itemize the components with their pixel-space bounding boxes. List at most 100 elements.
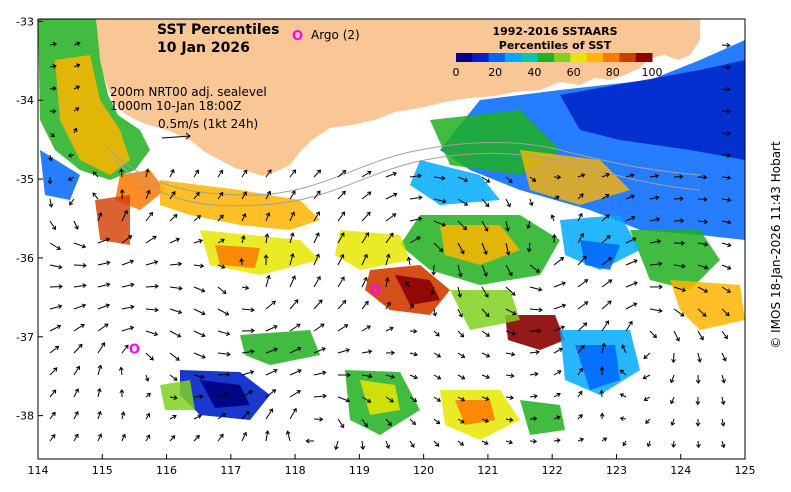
current-arrow-head <box>578 414 583 419</box>
current-arrow <box>409 175 422 178</box>
current-arrow <box>49 198 52 207</box>
current-arrow <box>217 373 230 376</box>
current-arrow <box>553 195 560 200</box>
current-arrow <box>145 235 157 244</box>
current-arrow <box>217 352 230 356</box>
current-arrow-head <box>273 325 278 330</box>
current-arrow-head <box>341 190 346 195</box>
current-arrow <box>409 440 415 448</box>
current-arrow <box>73 344 83 354</box>
current-arrow <box>697 242 708 246</box>
colorbar-swatch <box>603 53 620 62</box>
current-arrow <box>649 263 662 266</box>
current-arrow-head <box>418 216 423 222</box>
current-arrow-head <box>101 342 106 347</box>
current-arrow-head <box>551 233 557 239</box>
current-arrow <box>49 434 56 442</box>
current-arrow-head <box>578 212 583 218</box>
current-arrow-head <box>721 379 726 384</box>
current-arrow <box>457 176 468 182</box>
current-arrow-head <box>52 108 57 114</box>
current-arrow <box>169 169 175 178</box>
current-arrow <box>577 174 585 178</box>
colorbar-swatch <box>635 53 653 62</box>
current-arrow <box>529 395 538 398</box>
current-arrow <box>649 218 660 222</box>
current-arrow-head <box>271 389 277 394</box>
current-arrow-head <box>363 423 368 428</box>
current-arrow <box>97 365 102 376</box>
current-arrow <box>169 374 178 381</box>
current-arrow-head <box>679 196 684 202</box>
current-arrow-head <box>285 430 291 435</box>
current-arrow <box>361 325 371 332</box>
current-arrow <box>313 299 323 310</box>
current-arrow-head <box>172 414 177 420</box>
current-arrow-head <box>97 433 103 438</box>
current-arrow <box>481 264 488 277</box>
current-arrow <box>361 211 371 222</box>
current-arrow <box>721 154 731 157</box>
current-arrow <box>577 414 583 420</box>
current-arrow <box>337 324 348 332</box>
current-arrow <box>481 396 489 401</box>
current-arrow-head <box>291 190 296 195</box>
current-arrow-head <box>266 190 272 196</box>
current-arrow <box>697 440 700 448</box>
current-arrow <box>601 300 612 310</box>
current-arrow-head <box>703 174 708 180</box>
current-arrow <box>577 255 587 266</box>
current-arrow <box>385 193 397 200</box>
colorbar-swatch <box>554 53 571 62</box>
current-arrow <box>625 174 634 178</box>
current-arrow-head <box>263 254 269 259</box>
current-arrow-head <box>532 438 538 444</box>
current-arrow-head <box>226 372 231 377</box>
current-arrow-head <box>54 345 60 350</box>
current-arrow <box>289 169 296 178</box>
current-arrow-head <box>149 356 154 361</box>
current-arrow-head <box>146 434 151 439</box>
current-arrow <box>49 389 57 398</box>
current-arrow-head <box>144 168 150 173</box>
current-arrow <box>697 198 707 201</box>
current-arrow <box>671 418 675 426</box>
current-arrow-head <box>412 397 418 402</box>
current-arrow <box>621 344 627 354</box>
current-arrow-head <box>512 310 517 316</box>
current-arrow <box>553 326 565 332</box>
current-arrow <box>551 214 555 222</box>
current-arrow <box>601 235 611 244</box>
current-arrow-head <box>556 392 561 398</box>
current-arrow-head <box>250 307 255 313</box>
current-arrow-head <box>290 211 296 216</box>
current-arrow-head <box>726 86 731 92</box>
current-arrow-head <box>555 195 560 200</box>
current-arrow-head <box>485 178 491 183</box>
current-arrow <box>385 396 394 403</box>
current-arrow <box>73 411 79 420</box>
lon-tick-label: 116 <box>156 464 177 477</box>
current-arrow <box>529 286 542 291</box>
lon-tick-label: 121 <box>477 464 498 477</box>
current-arrow-head <box>201 354 206 359</box>
current-arrow <box>721 242 731 247</box>
current-arrow-head <box>509 417 514 423</box>
current-arrow <box>721 110 730 113</box>
current-arrow-head <box>339 253 345 259</box>
current-arrow <box>553 370 562 376</box>
current-arrow-head <box>392 213 397 218</box>
current-arrow-head <box>226 351 231 357</box>
current-arrow-head <box>294 299 299 304</box>
current-arrow <box>49 43 57 46</box>
current-arrow-head <box>80 323 85 328</box>
current-arrow <box>721 330 728 339</box>
current-arrow <box>670 374 675 383</box>
current-arrow <box>337 190 346 200</box>
current-arrow <box>505 286 516 296</box>
current-arrow-head <box>96 387 102 393</box>
current-arrow <box>49 412 56 420</box>
current-arrow <box>49 65 57 68</box>
current-arrow-head <box>178 285 183 291</box>
current-arrow-head <box>171 435 176 440</box>
